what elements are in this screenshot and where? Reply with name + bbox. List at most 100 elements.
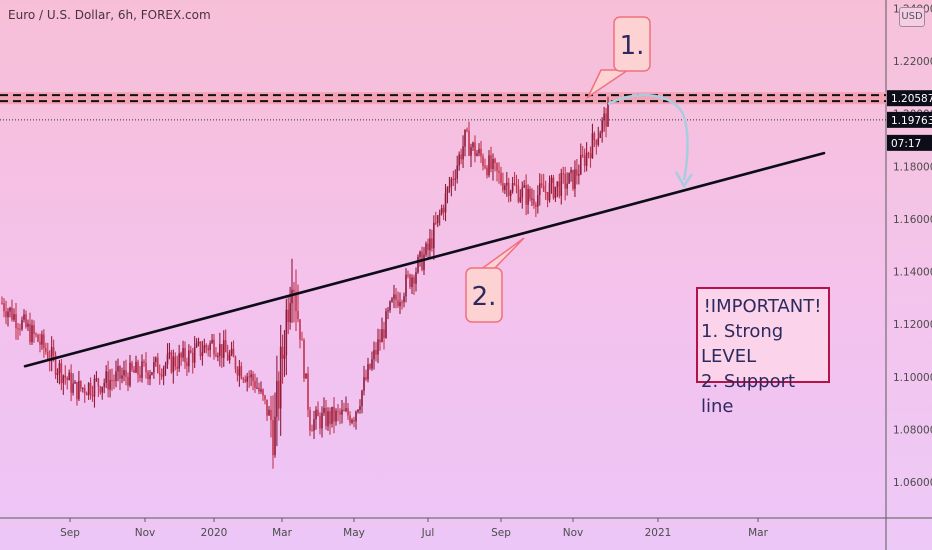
candle-body — [244, 379, 247, 382]
candle-body — [381, 329, 383, 343]
candle-body — [525, 185, 527, 205]
candle-body — [293, 289, 295, 293]
candle-body — [46, 351, 49, 360]
candle-body — [488, 155, 490, 176]
candle-body — [58, 363, 61, 373]
candle-body — [170, 352, 173, 373]
candle-body — [446, 187, 449, 194]
candle-body — [413, 277, 415, 284]
candle-body — [474, 142, 476, 156]
candle-body — [550, 177, 553, 184]
note-line-level: 1. Strong LEVEL — [701, 321, 784, 367]
candle-body — [180, 353, 182, 358]
candle-body — [427, 243, 429, 251]
candle-body — [111, 379, 113, 381]
candle-body — [264, 395, 266, 400]
candle-body — [333, 406, 335, 422]
resistance-price-badge: 1.20587 — [891, 93, 932, 105]
candle-body — [325, 407, 327, 427]
candle-body — [546, 192, 549, 201]
candle-body — [176, 366, 179, 369]
candle-body — [299, 319, 301, 340]
candle-body — [85, 393, 88, 396]
candle-body — [305, 373, 307, 379]
candle-body — [197, 341, 200, 344]
candle-body — [496, 162, 498, 171]
candle-body — [117, 366, 119, 372]
y-tick-label: 1.08000 — [893, 424, 932, 436]
projection-arrowhead — [674, 171, 694, 189]
candle-body — [13, 314, 15, 320]
candle-body — [64, 375, 67, 378]
candle-body — [268, 409, 270, 416]
candle-body — [274, 416, 276, 456]
candle-body — [139, 374, 141, 378]
candle-body — [492, 159, 494, 170]
candle-body — [162, 368, 165, 377]
candle-body — [74, 382, 76, 384]
candle-body — [389, 301, 391, 311]
y-tick-label: 1.18000 — [893, 161, 932, 173]
candle-body — [103, 383, 106, 387]
candle-body — [242, 378, 245, 380]
candle-body — [266, 399, 268, 416]
candle-body — [433, 222, 435, 249]
candle-body — [68, 372, 70, 381]
y-tick-label: 1.10000 — [893, 372, 932, 384]
candle-body — [371, 359, 373, 369]
y-tick-label: 1.14000 — [893, 267, 932, 279]
annotation-note[interactable]: !IMPORTANT! 1. Strong LEVEL 2. Support l… — [696, 287, 830, 417]
candle-body — [213, 339, 215, 355]
candle-body — [597, 137, 600, 145]
callout-2-box — [465, 267, 503, 323]
candle-body — [343, 409, 345, 411]
candle-body — [583, 155, 586, 166]
candle-body — [500, 172, 502, 183]
candle-body — [486, 167, 488, 176]
countdown-badge: 07:17 — [891, 138, 921, 150]
candle-body — [529, 188, 531, 199]
candle-body — [226, 352, 229, 361]
candle-body — [554, 186, 557, 198]
candle-body — [62, 375, 65, 384]
candle-body — [199, 341, 202, 356]
candle-body — [542, 185, 545, 192]
countdown-badge-bg — [887, 134, 932, 151]
candle-body — [5, 311, 7, 318]
candle-body — [444, 193, 447, 213]
candle-body — [401, 302, 403, 304]
candle-body — [460, 154, 462, 160]
candle-body — [182, 347, 184, 358]
candle-body — [219, 344, 221, 357]
candle-body — [107, 371, 109, 390]
candle-body — [593, 133, 596, 141]
candle-body — [7, 311, 9, 318]
resistance-price-badge-bg — [887, 90, 932, 107]
candle-body — [50, 347, 53, 362]
candle-body — [425, 243, 427, 255]
last-price-badge: 1.19763 — [891, 115, 932, 127]
candle-body — [160, 374, 163, 377]
currency-badge[interactable]: USD — [899, 7, 925, 27]
candle-body — [230, 348, 233, 355]
candle-body — [472, 142, 474, 148]
candle-body — [127, 376, 129, 386]
candle-body — [395, 294, 397, 301]
candle-body — [562, 173, 565, 175]
candle-body — [119, 366, 121, 379]
candle-body — [448, 186, 451, 188]
candle-body — [456, 165, 459, 179]
candle-body — [91, 394, 94, 397]
candle-body — [285, 309, 288, 356]
candle-body — [125, 370, 127, 377]
candle-body — [99, 386, 102, 393]
candle-body — [135, 361, 137, 373]
candle-body — [337, 410, 339, 412]
candle-body — [470, 147, 472, 156]
candle-body — [188, 350, 190, 367]
callout-2-label: 2. — [472, 282, 497, 312]
candle-body — [599, 133, 602, 138]
candle-body — [363, 377, 365, 391]
